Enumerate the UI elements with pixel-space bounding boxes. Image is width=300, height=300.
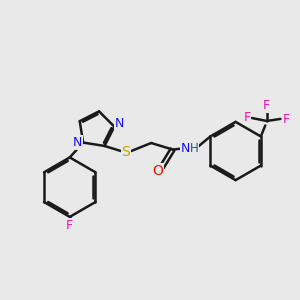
Text: H: H <box>190 142 198 154</box>
Text: F: F <box>283 113 290 126</box>
Text: N: N <box>115 117 124 130</box>
Text: F: F <box>66 219 73 232</box>
Text: O: O <box>152 164 163 178</box>
Text: N: N <box>73 136 83 149</box>
Text: F: F <box>263 99 270 112</box>
Text: N: N <box>181 142 190 154</box>
Text: S: S <box>122 146 130 160</box>
Text: F: F <box>243 111 250 124</box>
